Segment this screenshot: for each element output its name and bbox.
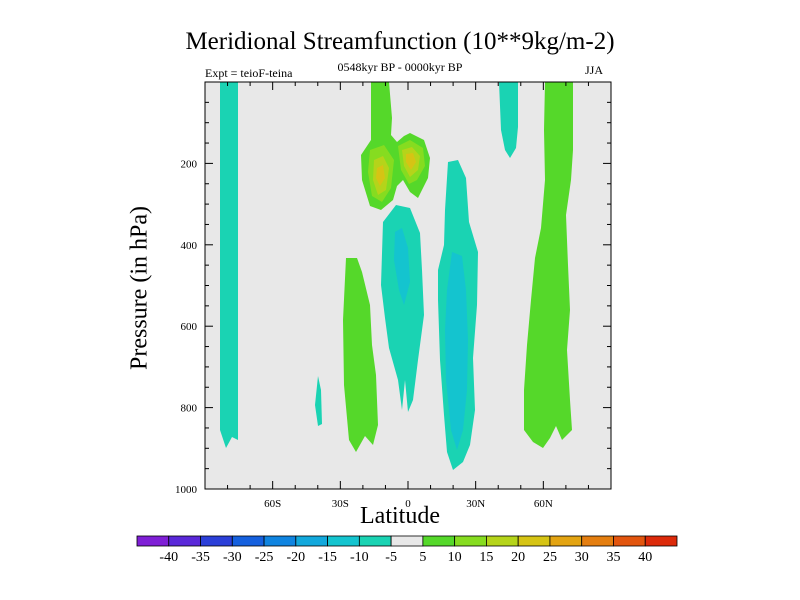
colorbar-swatch — [136, 535, 170, 547]
contour-region — [220, 82, 238, 448]
x-axis-label: Latitude — [360, 503, 440, 529]
colorbar-label: 20 — [511, 550, 525, 565]
colorbar-label: -40 — [159, 550, 178, 565]
colorbar-label: 30 — [575, 550, 589, 565]
colorbar-swatch — [358, 535, 392, 547]
contour-regions — [220, 82, 573, 470]
colorbar-label: -20 — [286, 550, 305, 565]
colorbar-label: 10 — [448, 550, 462, 565]
y-tick-label: 200 — [181, 158, 198, 170]
experiment-label: Expt = teioF-teina — [205, 66, 293, 80]
colorbar-swatch — [517, 535, 551, 547]
contour-region — [315, 376, 322, 426]
contour-region — [381, 205, 424, 412]
x-axis: 60S 30S 0 30N 60N — [204, 82, 612, 510]
colorbar-swatch — [390, 535, 424, 547]
colorbar-swatch — [263, 535, 297, 547]
colorbar-label: -30 — [223, 550, 242, 565]
colorbar-label: 5 — [419, 550, 426, 565]
x-tick-label: 60S — [264, 498, 281, 510]
contour-region — [524, 82, 573, 448]
colorbar-swatch — [644, 535, 678, 547]
season-label: JJA — [585, 63, 604, 77]
colorbar-label: 40 — [638, 550, 652, 565]
y-tick-label: 800 — [181, 403, 198, 415]
chart-title: Meridional Streamfunction (10**9kg/m-2) — [185, 28, 615, 55]
contour-region — [376, 165, 385, 186]
colorbar: -40 -35 -30 -25 -20 -15 -10 -5 5 10 15 20 25 30 35 40 — [136, 535, 678, 565]
colorbar-swatch — [327, 535, 360, 547]
x-tick-label: 30N — [466, 498, 485, 510]
plot-area: 60S 30S 0 30N 60N 200 400 600 800 1000 — [175, 81, 612, 510]
colorbar-swatch — [200, 535, 233, 547]
colorbar-label: -25 — [255, 550, 274, 565]
contour-region — [499, 82, 518, 158]
colorbar-label: -10 — [350, 550, 369, 565]
x-tick-label: 0 — [405, 498, 411, 510]
x-tick-label: 60N — [534, 498, 553, 510]
colorbar-swatch — [168, 535, 201, 547]
contour-region — [406, 153, 416, 170]
contour-region — [394, 228, 410, 305]
colorbar-label: 35 — [606, 550, 620, 565]
y-tick-label: 400 — [181, 240, 198, 252]
colorbar-label: 15 — [479, 550, 493, 565]
y-tick-label: 600 — [181, 321, 198, 333]
y-tick-label: 1000 — [175, 484, 198, 496]
colorbar-swatch — [581, 535, 614, 547]
x-tick-label: 30S — [332, 498, 349, 510]
y-axis: 200 400 600 800 1000 — [175, 101, 611, 496]
colorbar-swatch — [486, 535, 519, 547]
colorbar-swatch — [231, 535, 265, 547]
colorbar-swatch — [422, 535, 456, 547]
chart-subtitle: 0548kyr BP - 0000kyr BP — [337, 60, 463, 74]
colorbar-label: 25 — [543, 550, 557, 565]
colorbar-swatch — [613, 535, 646, 547]
colorbar-label: -15 — [318, 550, 337, 565]
colorbar-swatch — [295, 535, 328, 547]
colorbar-swatch — [549, 535, 583, 547]
colorbar-label: -35 — [191, 550, 210, 565]
contour-region — [343, 258, 378, 452]
contour-region — [445, 252, 468, 450]
colorbar-label: -5 — [385, 550, 397, 565]
colorbar-swatch — [454, 535, 487, 547]
